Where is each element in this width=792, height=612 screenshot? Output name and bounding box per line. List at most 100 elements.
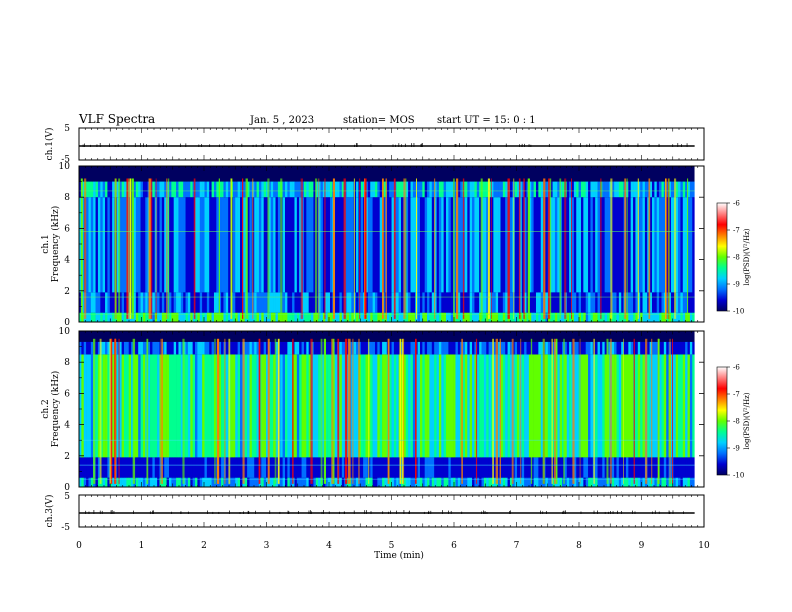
spectrogram-cell — [488, 477, 492, 487]
spectrogram-cell — [401, 197, 404, 293]
spectrogram-cell — [275, 477, 279, 487]
spectrogram-cell — [301, 354, 305, 458]
spectrogram-cell — [95, 312, 99, 322]
ytick-label: 6 — [64, 389, 70, 399]
spectrogram-cell — [566, 354, 570, 458]
spectrogram-cell — [187, 354, 191, 458]
spectrogram-cell — [474, 181, 478, 198]
spectrogram-cell — [505, 354, 508, 458]
spectrogram-cell — [483, 197, 487, 293]
spectrogram-cell — [446, 457, 449, 478]
spectrogram-cell — [644, 292, 648, 313]
spectrogram-cell — [531, 292, 534, 313]
spectrogram-cell — [192, 477, 196, 487]
spectrogram-cell — [178, 477, 182, 487]
spectrogram-cell — [535, 457, 539, 478]
spectrogram-cell — [372, 457, 376, 478]
spectrogram-cell — [483, 477, 487, 487]
spectrogram-cell — [602, 457, 605, 478]
spectrogram-cell — [557, 292, 560, 313]
spectrogram-cell — [590, 354, 594, 458]
spectrogram-cell — [237, 457, 241, 478]
spectrogram-cell — [128, 457, 132, 478]
spectrogram-cell — [531, 457, 534, 478]
spectrogram-cell — [424, 197, 428, 293]
spectrogram-cell — [576, 354, 579, 458]
spectrogram-spike — [520, 338, 522, 484]
spectrogram-cell — [204, 457, 208, 478]
spectrogram-cell — [190, 312, 193, 322]
spectrogram-cell — [339, 197, 343, 293]
spectrogram-cell — [576, 477, 579, 487]
spectrogram-cell — [396, 341, 399, 355]
spectrogram-cell — [225, 292, 229, 313]
spectrogram-cell — [131, 354, 134, 458]
colorbar-tick-label: -10 — [733, 472, 744, 480]
spectrogram-spike — [132, 338, 136, 484]
spectrogram-cell — [502, 197, 506, 293]
spectrogram-cell — [173, 197, 177, 293]
spectrogram-cell — [507, 457, 511, 478]
spectrogram-cell — [277, 181, 281, 198]
spectrogram-cell — [666, 457, 669, 478]
spectrogram-cell — [545, 354, 549, 458]
spectrogram-cell — [628, 341, 631, 355]
spectrogram-cell — [528, 312, 532, 322]
spectrogram-cell — [386, 292, 390, 313]
spectrogram-cell — [313, 477, 317, 487]
xtick-label: 0 — [76, 541, 82, 551]
spectrogram-cell — [337, 312, 340, 322]
spectrogram-cell — [483, 181, 487, 198]
spectrogram-cell — [318, 457, 321, 478]
spectrogram-cell — [168, 292, 172, 313]
spectrogram-cell — [173, 477, 177, 487]
spectrogram-cell — [524, 197, 527, 293]
spectrogram-cell — [294, 312, 298, 322]
spectrogram-cell — [502, 181, 506, 198]
spectrogram-cell — [334, 477, 338, 487]
spectrogram-cell — [280, 341, 283, 355]
spectrogram-cell — [379, 312, 383, 322]
spectrogram-cell — [232, 354, 236, 458]
spectrogram-cell — [294, 457, 298, 478]
spectrogram-cell — [685, 312, 688, 322]
spectrogram-cell — [301, 457, 305, 478]
spectrogram-cell — [97, 341, 101, 355]
spectrogram-cell — [190, 354, 193, 458]
spectrogram-cell — [296, 312, 300, 322]
spectrogram-cell — [341, 312, 345, 322]
spectrogram-cell — [171, 292, 175, 313]
spectrogram-cell — [161, 341, 165, 355]
spectrogram-cell — [206, 354, 210, 458]
spectrogram-cell — [263, 181, 267, 198]
spectrogram-cell — [493, 292, 497, 313]
spectrogram-cell — [642, 341, 646, 355]
spectrogram-cell — [481, 312, 485, 322]
spectrogram-cell — [408, 457, 411, 478]
spectrogram-cell — [692, 477, 695, 487]
spectrogram-cell — [256, 292, 260, 313]
spectrogram-cell — [202, 312, 205, 322]
spectrogram-spike — [563, 338, 565, 484]
spectrogram-cell — [240, 292, 243, 313]
station-label: station= MOS — [343, 115, 415, 126]
spectrogram-cell — [79, 341, 82, 355]
spectrogram-cell — [635, 312, 639, 322]
colorbar-tick-label: -8 — [733, 254, 740, 262]
spectrogram-cell — [325, 457, 328, 478]
spectrogram-cell — [621, 477, 624, 487]
spectrogram-cell — [263, 292, 267, 313]
spectrogram-cell — [145, 197, 148, 293]
spectrogram-cell — [467, 197, 470, 293]
spectrogram-cell — [199, 181, 203, 198]
spectrogram-cell — [552, 312, 556, 322]
spectrogram-cell — [460, 312, 463, 322]
spectrogram-cell — [412, 197, 416, 293]
spectrogram-cell — [405, 341, 409, 355]
spectrogram-cell — [673, 457, 676, 478]
spectrogram-cell — [166, 354, 170, 458]
spectrogram-cell — [649, 341, 653, 355]
spectrogram-cell — [476, 341, 480, 355]
spectrogram-cell — [116, 477, 120, 487]
